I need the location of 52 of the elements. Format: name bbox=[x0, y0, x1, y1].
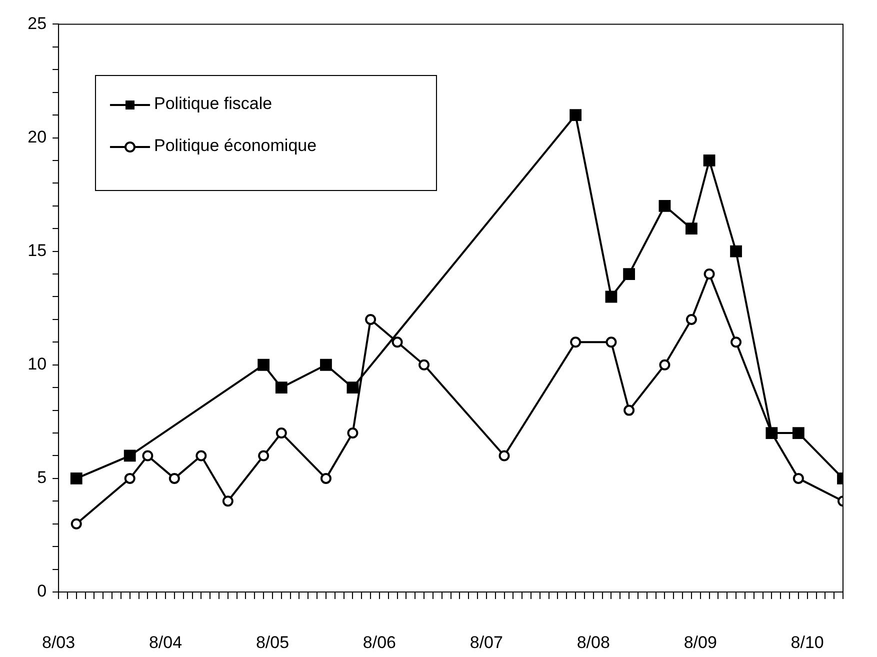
point bbox=[605, 290, 618, 303]
x-tick-label: 8/10 bbox=[790, 632, 824, 652]
point bbox=[124, 472, 136, 484]
point bbox=[276, 428, 287, 439]
x-tick-label: 8/06 bbox=[362, 632, 396, 652]
point bbox=[418, 359, 430, 370]
point bbox=[570, 336, 582, 348]
point bbox=[792, 472, 804, 484]
x-tick-label: 8/08 bbox=[576, 632, 610, 652]
y-tick-label: 5 bbox=[37, 468, 47, 488]
point bbox=[730, 245, 742, 258]
point bbox=[570, 109, 582, 121]
point bbox=[704, 268, 715, 280]
point bbox=[70, 518, 82, 530]
point bbox=[703, 154, 716, 166]
point bbox=[142, 450, 154, 462]
legend-label: Politique fiscale bbox=[154, 94, 272, 113]
y-tick-label: 10 bbox=[28, 354, 47, 374]
point bbox=[258, 358, 270, 371]
point bbox=[686, 222, 698, 235]
legend-label: Politique économique bbox=[154, 136, 317, 155]
x-tick-label: 8/03 bbox=[42, 632, 76, 652]
x-tick-label: 8/09 bbox=[684, 632, 717, 652]
point bbox=[320, 358, 332, 371]
point bbox=[606, 336, 617, 348]
y-tick-label: 0 bbox=[37, 582, 47, 601]
point bbox=[124, 450, 136, 462]
x-tick-label: 8/04 bbox=[148, 632, 182, 652]
point bbox=[168, 472, 180, 484]
y-tick-label: 20 bbox=[28, 127, 47, 146]
point bbox=[792, 427, 804, 439]
point bbox=[624, 404, 635, 416]
point bbox=[275, 382, 288, 394]
point bbox=[686, 314, 697, 325]
point bbox=[730, 336, 742, 348]
point bbox=[392, 336, 403, 348]
point bbox=[196, 450, 207, 462]
point bbox=[320, 472, 332, 484]
point bbox=[498, 450, 510, 462]
point bbox=[347, 428, 358, 439]
point bbox=[346, 382, 359, 394]
point bbox=[70, 472, 82, 484]
point bbox=[222, 496, 234, 507]
x-tick-label: 8/07 bbox=[470, 632, 503, 652]
point bbox=[623, 268, 636, 280]
point bbox=[659, 359, 670, 370]
point bbox=[258, 450, 270, 462]
y-tick-label: 25 bbox=[28, 14, 47, 33]
y-tick-label: 15 bbox=[28, 241, 47, 260]
x-tick-label: 8/05 bbox=[256, 632, 290, 652]
point bbox=[658, 200, 671, 212]
point bbox=[365, 314, 376, 325]
